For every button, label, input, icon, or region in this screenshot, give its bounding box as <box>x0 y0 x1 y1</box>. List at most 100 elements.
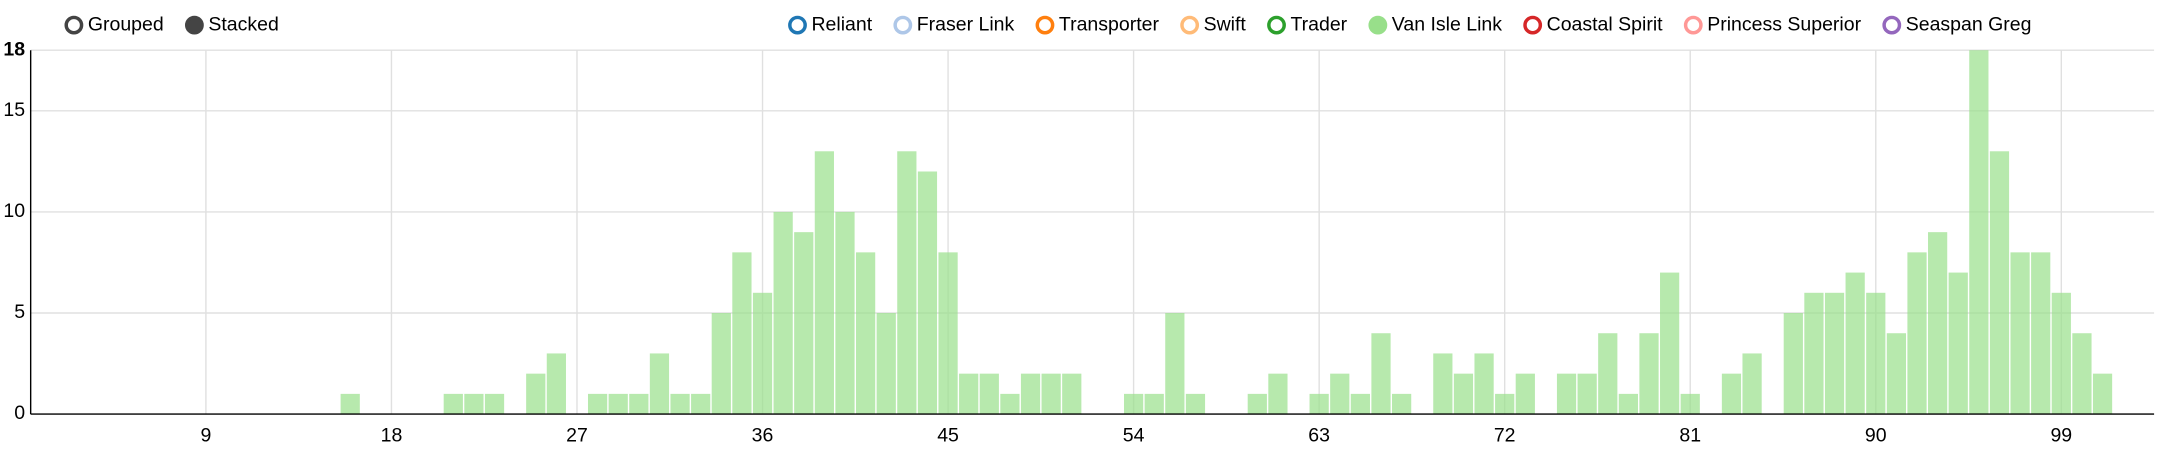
bar <box>1144 393 1164 415</box>
bar <box>1371 333 1391 415</box>
y-tick-label: 15 <box>3 99 25 121</box>
bar <box>1804 292 1824 415</box>
bar <box>1680 393 1700 415</box>
bar <box>814 151 834 415</box>
y-tick-label: 18 <box>3 38 25 60</box>
bar <box>1598 333 1618 415</box>
x-tick-label: 45 <box>937 425 959 447</box>
bar <box>835 211 855 415</box>
bar <box>1742 353 1762 415</box>
bar <box>1886 333 1907 415</box>
bar <box>1969 50 1989 415</box>
legend-marker[interactable] <box>1523 15 1543 35</box>
bar <box>484 393 505 415</box>
bar <box>876 313 896 415</box>
bar <box>670 393 690 415</box>
radio-option[interactable] <box>184 15 204 35</box>
bar <box>1309 393 1329 415</box>
bar <box>2031 252 2051 415</box>
radio-label[interactable]: Grouped <box>88 13 164 35</box>
bar <box>732 252 752 415</box>
legend-marker[interactable] <box>1035 15 1055 35</box>
legend-marker[interactable] <box>1683 15 1703 35</box>
legend-label[interactable]: Princess Superior <box>1707 13 1861 35</box>
legend-label[interactable]: Trader <box>1290 13 1347 35</box>
y-tick-label: 5 <box>14 301 25 323</box>
bar <box>2072 333 2092 415</box>
bar <box>2010 252 2030 415</box>
bar <box>2051 292 2071 415</box>
bar <box>897 151 917 415</box>
bar <box>649 353 670 415</box>
x-tick-label: 36 <box>752 425 774 447</box>
bar <box>959 373 979 415</box>
bar <box>691 393 711 415</box>
x-tick-label: 9 <box>200 425 211 447</box>
bar <box>587 393 608 415</box>
bar <box>1392 393 1412 415</box>
bar <box>1948 272 1968 415</box>
bar <box>1824 292 1845 415</box>
legend-label[interactable]: Seaspan Greg <box>1906 13 2032 35</box>
x-tick-label: 99 <box>2050 425 2072 447</box>
bar <box>794 232 814 415</box>
bar <box>1350 393 1370 415</box>
legend-marker[interactable] <box>788 15 807 35</box>
bar <box>1618 393 1638 415</box>
bar <box>1165 313 1185 415</box>
bar <box>1185 393 1206 415</box>
bar <box>1989 151 2010 415</box>
y-tick-label: 0 <box>14 402 25 424</box>
bar <box>1247 393 1267 415</box>
bar <box>1907 252 1927 415</box>
bar <box>1515 373 1535 415</box>
bar <box>1453 373 1474 415</box>
bar <box>629 393 649 415</box>
bar <box>1330 373 1350 415</box>
bar <box>1433 353 1453 415</box>
legend-label[interactable]: Transporter <box>1059 13 1160 35</box>
bar <box>526 373 546 415</box>
bar <box>1474 353 1494 415</box>
radio-label[interactable]: Stacked <box>208 13 278 35</box>
bar <box>1783 313 1803 415</box>
bar <box>1124 393 1144 415</box>
legend-marker[interactable] <box>1368 15 1388 35</box>
bar <box>855 252 876 415</box>
x-tick-label: 54 <box>1123 425 1145 447</box>
bar <box>340 393 360 415</box>
legend-label[interactable]: Van Isle Link <box>1392 13 1502 35</box>
legend-marker[interactable] <box>1267 15 1286 35</box>
legend-label[interactable]: Coastal Spirit <box>1547 13 1664 35</box>
bar <box>1866 292 1886 415</box>
bar <box>1660 272 1680 415</box>
bar <box>1928 232 1948 415</box>
bar <box>979 373 999 415</box>
legend-marker[interactable] <box>1180 15 1200 35</box>
bar <box>1845 272 1865 415</box>
bar <box>752 292 773 415</box>
legend-marker[interactable] <box>893 15 913 35</box>
bar <box>546 353 566 415</box>
legend-label[interactable]: Swift <box>1204 13 1247 35</box>
bar <box>1000 393 1020 415</box>
bar <box>938 252 958 415</box>
x-tick-label: 72 <box>1494 425 1516 447</box>
bar <box>1020 373 1041 415</box>
bar <box>1268 373 1288 415</box>
legend-label[interactable]: Reliant <box>811 13 872 35</box>
bar <box>2092 373 2113 415</box>
bar <box>443 393 463 415</box>
legend-marker[interactable] <box>1882 15 1902 35</box>
bar <box>464 393 484 415</box>
bar <box>1062 373 1082 415</box>
x-tick-label: 81 <box>1679 425 1701 447</box>
bar <box>1577 373 1597 415</box>
bar <box>1721 373 1742 415</box>
radio-option[interactable] <box>64 15 84 35</box>
bar <box>1495 393 1515 415</box>
legend-label[interactable]: Fraser Link <box>917 13 1015 35</box>
bar <box>773 211 793 415</box>
bar <box>711 313 731 415</box>
